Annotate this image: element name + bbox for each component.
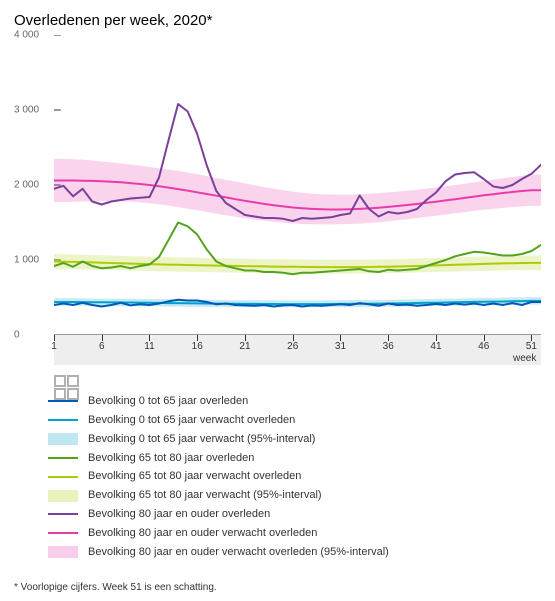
x-tick-label: 11 (144, 341, 154, 352)
legend-item: Bevolking 65 tot 80 jaar overleden (48, 451, 389, 466)
legend-label: Bevolking 65 tot 80 jaar verwacht overle… (88, 469, 301, 484)
x-axis-unit: week (513, 353, 537, 364)
legend-swatch (48, 471, 78, 483)
x-tick-label: 46 (478, 341, 489, 352)
legend-label: Bevolking 0 tot 65 jaar verwacht (95%-in… (88, 432, 315, 447)
chart-area: 16111621263136414651 week 01 0002 0003 0… (14, 35, 541, 365)
legend-swatch (48, 508, 78, 520)
x-tick-label: 31 (335, 341, 346, 352)
x-tick-label: 6 (99, 341, 105, 352)
legend-item: Bevolking 0 tot 65 jaar verwacht (95%-in… (48, 432, 389, 447)
legend-label: Bevolking 80 jaar en ouder verwacht over… (88, 545, 389, 560)
x-axis-band: 16111621263136414651 (54, 335, 541, 365)
legend-swatch (48, 433, 78, 445)
x-tick-label: 36 (383, 341, 394, 352)
legend-swatch (48, 452, 78, 464)
x-tick-label: 1 (51, 341, 57, 352)
legend-item: Bevolking 65 tot 80 jaar verwacht overle… (48, 469, 389, 484)
legend-label: Bevolking 0 tot 65 jaar overleden (88, 394, 248, 409)
legend-item: Bevolking 0 tot 65 jaar overleden (48, 394, 389, 409)
y-tick-label: 1 000 (14, 255, 39, 266)
legend-item: Bevolking 80 jaar en ouder verwacht over… (48, 526, 389, 541)
legend-item: Bevolking 80 jaar en ouder verwacht over… (48, 545, 389, 560)
legend-item: Bevolking 0 tot 65 jaar verwacht overled… (48, 413, 389, 428)
legend-label: Bevolking 80 jaar en ouder overleden (88, 507, 270, 522)
legend-label: Bevolking 65 tot 80 jaar verwacht (95%-i… (88, 488, 322, 503)
y-tick-label: 0 (14, 330, 20, 341)
legend: Bevolking 0 tot 65 jaar overleden Bevolki… (48, 390, 389, 564)
footnote: * Voorlopige cijfers. Week 51 is een sch… (14, 582, 217, 593)
legend-label: Bevolking 80 jaar en ouder verwacht over… (88, 526, 317, 541)
y-tick-label: 3 000 (14, 105, 39, 116)
x-tick-label: 16 (192, 341, 203, 352)
legend-swatch (48, 546, 78, 558)
legend-label: Bevolking 65 tot 80 jaar overleden (88, 451, 254, 466)
legend-swatch (48, 490, 78, 502)
y-tick-label: 2 000 (14, 180, 39, 191)
legend-label: Bevolking 0 tot 65 jaar verwacht overled… (88, 413, 295, 428)
legend-swatch (48, 414, 78, 426)
y-tick-label: 4 000 (14, 30, 39, 41)
legend-swatch (48, 395, 78, 407)
legend-item: Bevolking 80 jaar en ouder overleden (48, 507, 389, 522)
x-tick-label: 41 (430, 341, 441, 352)
plot-area (54, 35, 541, 335)
x-tick-label: 26 (287, 341, 298, 352)
legend-item: Bevolking 65 tot 80 jaar verwacht (95%-i… (48, 488, 389, 503)
legend-swatch (48, 527, 78, 539)
confidence-band (54, 159, 541, 225)
chart-title: Overledenen per week, 2020* (14, 12, 541, 29)
x-tick-label: 21 (239, 341, 250, 352)
x-tick-label: 51 (526, 341, 537, 352)
